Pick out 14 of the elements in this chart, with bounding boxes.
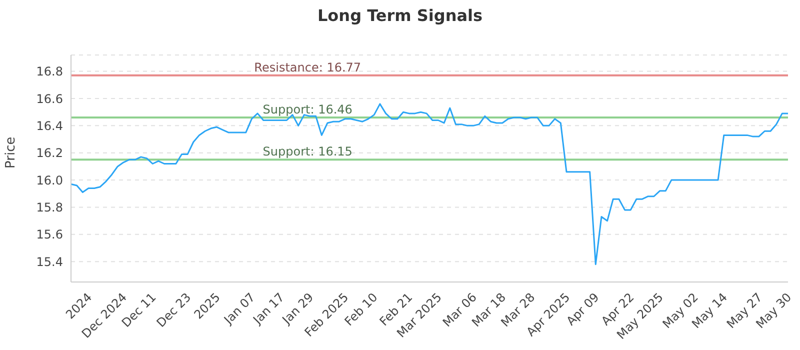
y-tick-label: 16.4	[36, 118, 63, 133]
line-series	[70, 103, 789, 266]
y-tick-label: 15.8	[36, 200, 63, 214]
chart-title: Long Term Signals	[316, 6, 484, 25]
y-tick-label: 16.0	[36, 173, 63, 188]
y-axis-title: Price	[4, 136, 19, 168]
y-tick-label: 16.8	[36, 64, 63, 79]
y-tick-label: 16.6	[36, 92, 63, 106]
y-tick-label: 15.6	[36, 228, 63, 242]
ref-line-label: Support: 16.15	[262, 144, 352, 159]
y-tick-label: 16.2	[36, 146, 63, 160]
y-tick-label: 15.4	[36, 254, 63, 269]
ref-line-label: Resistance: 16.77	[254, 60, 362, 74]
ref-line-label: Support: 16.46	[262, 102, 352, 117]
